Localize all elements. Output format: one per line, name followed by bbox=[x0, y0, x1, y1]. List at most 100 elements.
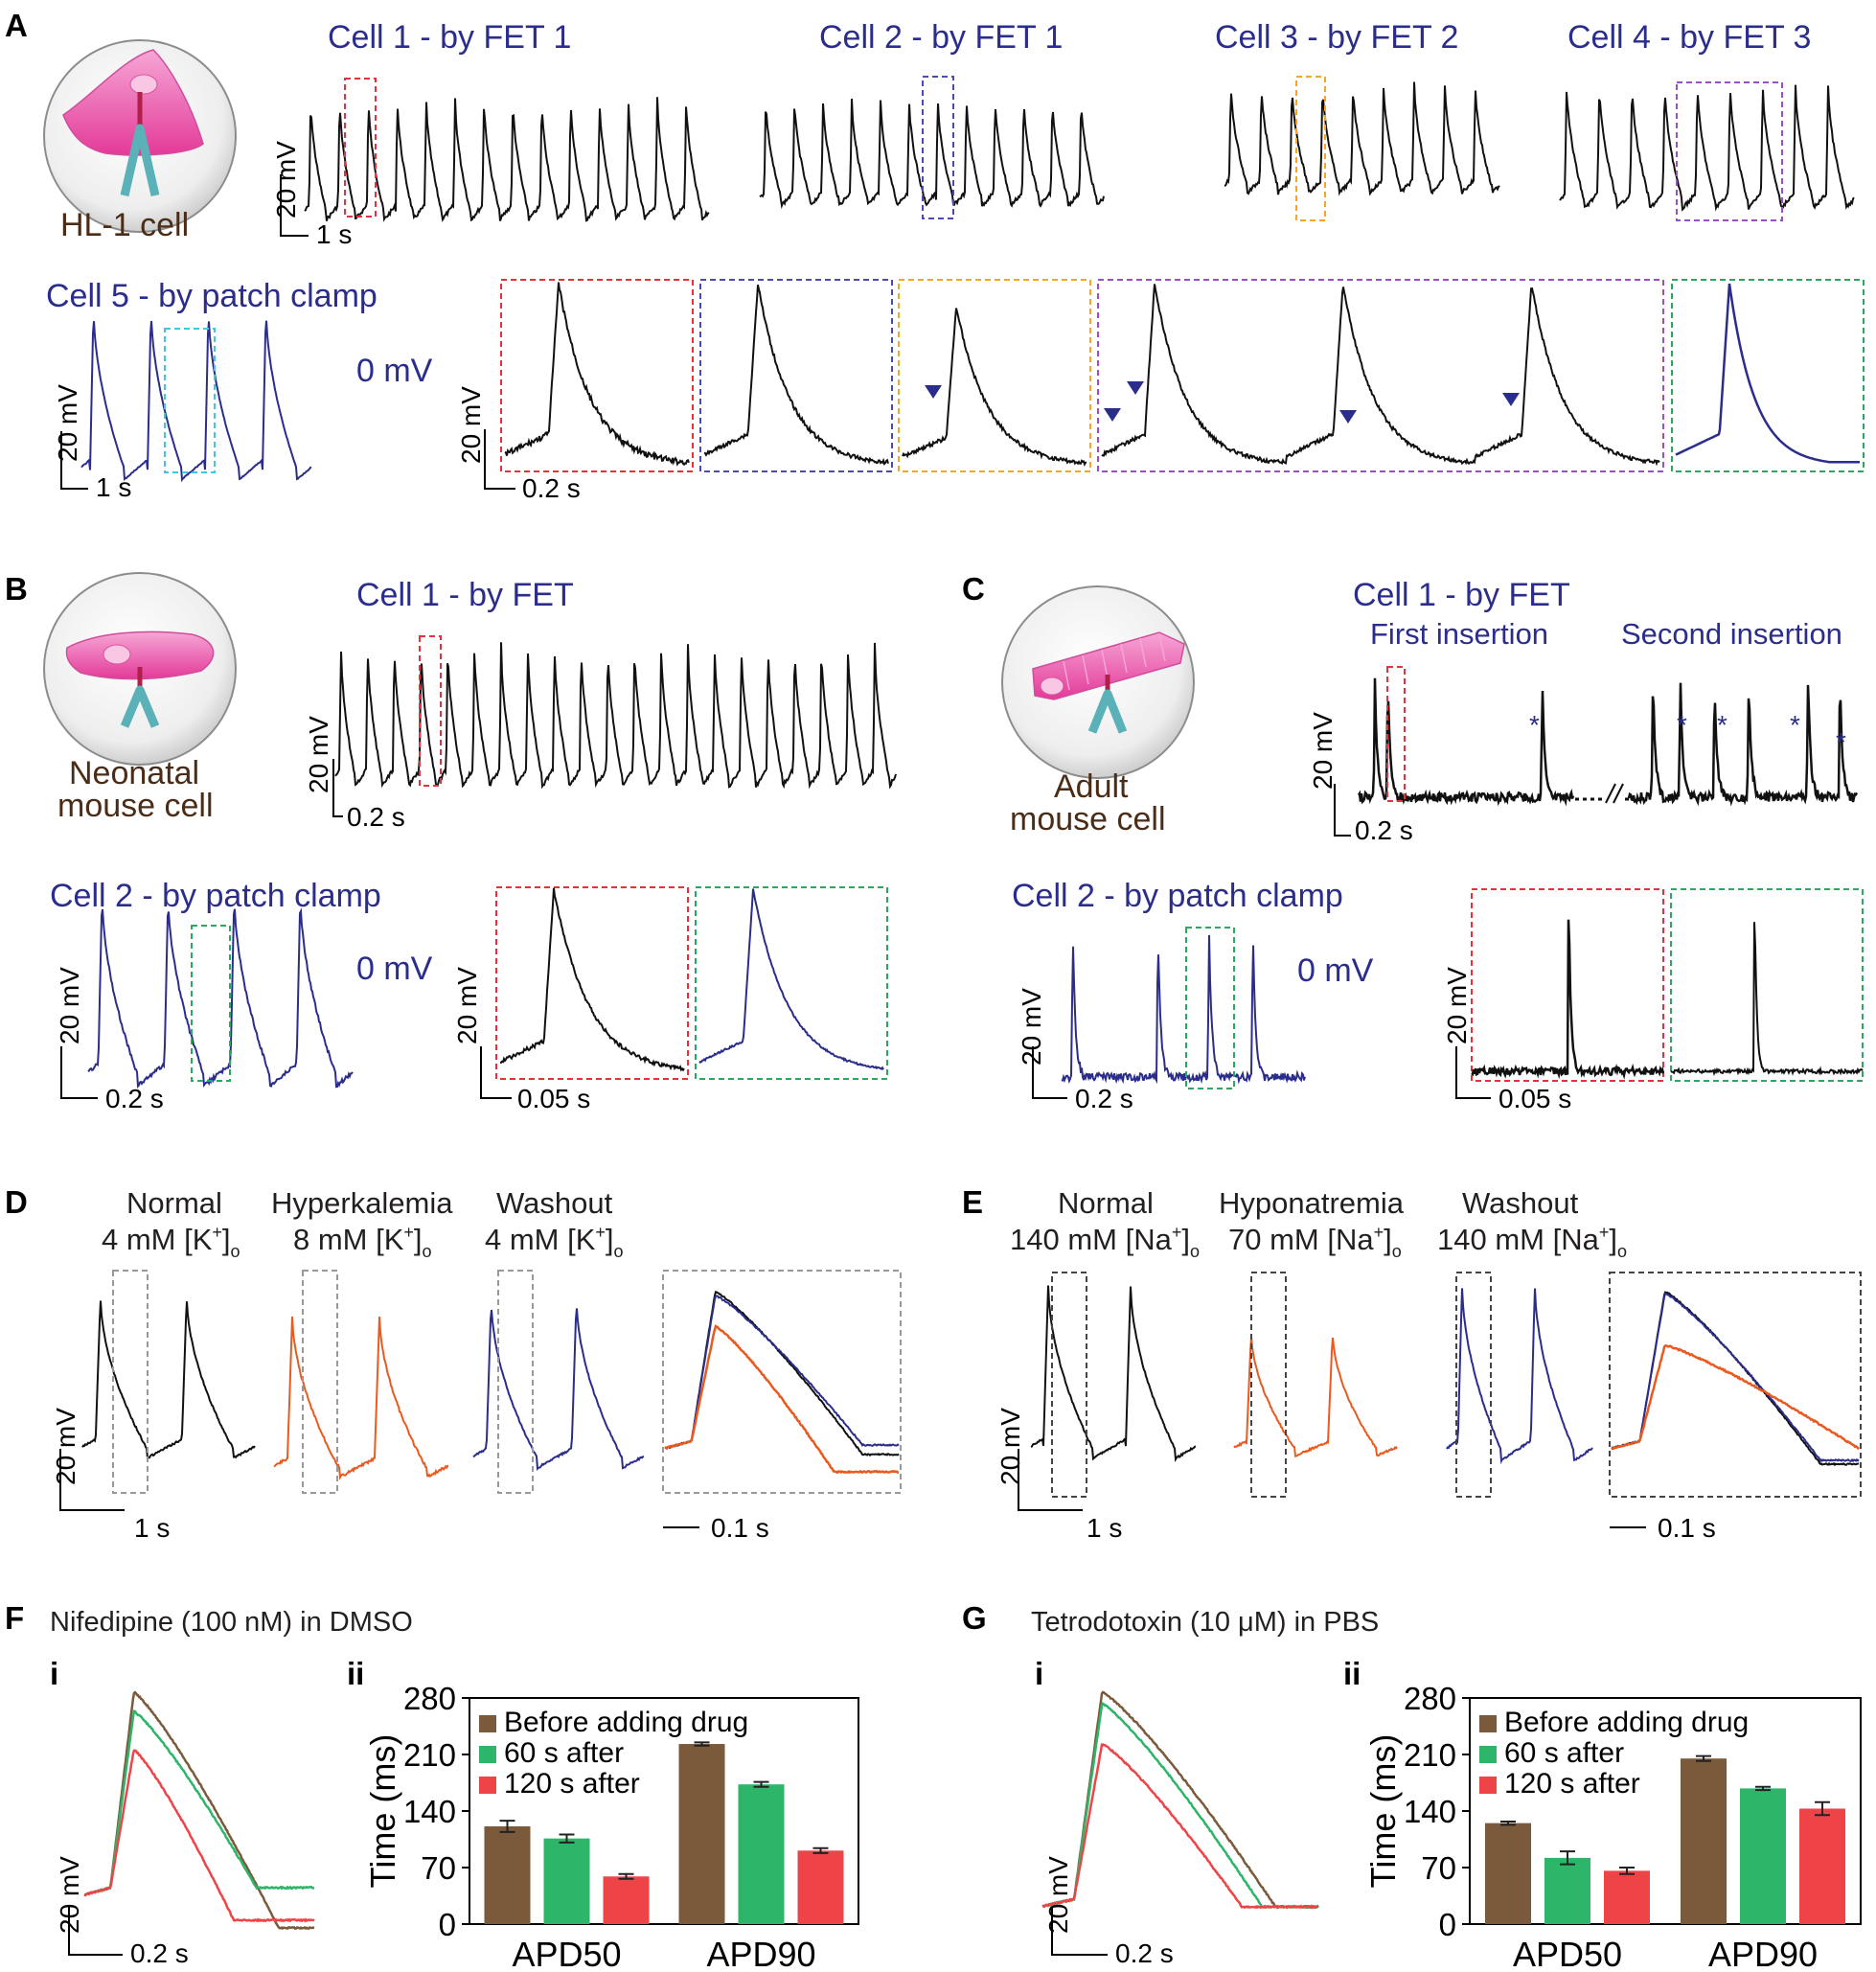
c-scale-bar bbox=[1334, 784, 1351, 837]
c-star-2: * bbox=[1677, 710, 1687, 740]
x-category-apd50: APD50 bbox=[1513, 1935, 1622, 1972]
d-condition-3: Washout 4 mM [K+]o bbox=[485, 1186, 624, 1261]
c-patch-zoom-box bbox=[1185, 927, 1235, 1089]
c-zoom-scale-bar bbox=[1455, 1046, 1491, 1099]
c-second-insertion: Second insertion bbox=[1621, 617, 1842, 651]
d-normal-trace bbox=[81, 1300, 256, 1461]
g-scale-v: 20 mV bbox=[1043, 1856, 1073, 1934]
legend-swatch-2 bbox=[479, 1777, 496, 1794]
g-scale-bar bbox=[1051, 1907, 1108, 1956]
error-bar-apd90-0 bbox=[694, 1741, 710, 1747]
bar-apd90-1 bbox=[738, 1784, 785, 1924]
b-scale-t: 0.2 s bbox=[347, 802, 405, 832]
c-second-trace bbox=[1627, 682, 1859, 807]
d-cond1-ion: + bbox=[212, 1223, 222, 1242]
b-zoom-green bbox=[695, 886, 888, 1080]
b-fet-title: Cell 1 - by FET bbox=[356, 577, 574, 613]
legend-swatch-1 bbox=[1479, 1746, 1497, 1763]
c-zero-label: 0 mV bbox=[1297, 952, 1374, 989]
svg-text:4 mM [K+]o: 4 mM [K+]o bbox=[485, 1223, 624, 1261]
error-bar-apd90-1 bbox=[1755, 1785, 1771, 1792]
d-cond3-sub: o bbox=[614, 1242, 624, 1261]
a-zoom-scale-bar bbox=[484, 429, 515, 490]
d-hyper-trace bbox=[273, 1316, 449, 1480]
c-patch-scale-bar bbox=[1032, 1046, 1067, 1099]
c-zoom-scale-v: 20 mV bbox=[1442, 967, 1472, 1044]
y-tick-label-3: 210 bbox=[1404, 1737, 1456, 1773]
bar-apd50-0 bbox=[1485, 1823, 1531, 1924]
a-scale-t: 1 s bbox=[316, 219, 352, 249]
a-arrowhead-2 bbox=[1104, 408, 1121, 422]
adult-cell-schematic bbox=[1001, 585, 1195, 779]
bar-apd90-2 bbox=[1799, 1808, 1845, 1924]
error-bar-apd50-1 bbox=[559, 1833, 575, 1844]
b-patch-title: Cell 2 - by patch clamp bbox=[50, 878, 381, 914]
neonatal-caption-line1: Neonatal bbox=[69, 755, 199, 791]
d-scale-t: 1 s bbox=[134, 1513, 170, 1543]
panel-label-f: F bbox=[5, 1600, 24, 1636]
a-zoom-red bbox=[500, 279, 694, 472]
a-zoom-red-trace bbox=[504, 282, 690, 467]
a-cell4-trace bbox=[1559, 84, 1855, 212]
bar-apd50-2 bbox=[603, 1876, 650, 1924]
f-sub-ii: ii bbox=[347, 1656, 364, 1691]
b-patch-scale-bar bbox=[60, 1046, 98, 1099]
panel-label-c: C bbox=[962, 571, 985, 607]
d-cond2-sub: o bbox=[423, 1242, 432, 1261]
e-washout-trace bbox=[1446, 1288, 1593, 1465]
error-bar-apd50-0 bbox=[499, 1820, 515, 1833]
svg-text:140 mM [Na+]o: 140 mM [Na+]o bbox=[1010, 1223, 1200, 1261]
e-cond2-conc: 70 mM [Na bbox=[1228, 1223, 1374, 1256]
e-cond2-ion: + bbox=[1374, 1223, 1384, 1242]
e-cond1-conc: 140 mM [Na bbox=[1010, 1223, 1173, 1256]
a-patch-scale-v: 20 mV bbox=[53, 384, 82, 462]
y-tick-label-4: 280 bbox=[403, 1681, 456, 1716]
a-cell3-trace bbox=[1224, 81, 1500, 196]
e-zoom-scale-t: 0.1 s bbox=[1658, 1513, 1716, 1543]
e-cond3-ion: + bbox=[1599, 1223, 1610, 1242]
e-cond3-conc: 140 mM [Na bbox=[1437, 1223, 1600, 1256]
d-cond1-sub: o bbox=[231, 1242, 240, 1261]
y-axis-label: Time (ms) bbox=[1363, 1734, 1403, 1889]
error-bar-apd50-2 bbox=[1619, 1867, 1635, 1875]
d-scale-bar bbox=[59, 1449, 125, 1511]
b-patch-scale-t: 0.2 s bbox=[105, 1084, 164, 1113]
neonatal-cell-schematic bbox=[43, 572, 237, 766]
e-cond1-ion: + bbox=[1172, 1223, 1182, 1242]
legend-label-2: 120 s after bbox=[1504, 1768, 1640, 1800]
error-bar-apd90-1 bbox=[753, 1780, 769, 1788]
d-zoom-box-hyper bbox=[302, 1270, 338, 1494]
a-patch-title: Cell 5 - by patch clamp bbox=[46, 278, 377, 314]
legend-label-1: 60 s after bbox=[504, 1737, 624, 1769]
adult-caption-line1: Adult bbox=[1054, 768, 1129, 805]
bar-apd50-0 bbox=[484, 1826, 531, 1924]
f-trace-120s bbox=[83, 1749, 315, 1923]
a-arrowheads bbox=[925, 381, 1520, 424]
error-bar-apd50-2 bbox=[618, 1872, 634, 1880]
e-cond2-sub: o bbox=[1392, 1242, 1402, 1261]
b-zoom-red bbox=[495, 886, 689, 1080]
c-star-3: * bbox=[1717, 710, 1727, 740]
f-title: Nifedipine (100 nM) in DMSO bbox=[50, 1607, 413, 1638]
legend-swatch-2 bbox=[1479, 1777, 1497, 1794]
bar-apd50-1 bbox=[543, 1838, 590, 1924]
y-tick-label-4: 280 bbox=[1404, 1681, 1456, 1716]
e-cond2-name: Hyponatremia bbox=[1219, 1186, 1405, 1220]
neonatal-caption-line2: mouse cell bbox=[57, 788, 214, 824]
panel-label-g: G bbox=[962, 1600, 987, 1636]
a-zoom-box-blue bbox=[922, 76, 954, 219]
y-tick-label-1: 70 bbox=[421, 1850, 456, 1886]
b-zoom-scale-t: 0.05 s bbox=[517, 1084, 590, 1113]
c-zoom-green bbox=[1670, 888, 1864, 1082]
a-zoom-scale-v: 20 mV bbox=[456, 386, 486, 464]
b-zoom-green-trace bbox=[698, 888, 884, 1070]
e-condition-3: Washout 140 mM [Na+]o bbox=[1437, 1186, 1627, 1261]
c-break-mark-1 bbox=[1605, 783, 1616, 804]
d-zoom-scale-t: 0.1 s bbox=[711, 1513, 769, 1543]
e-overlay-orange bbox=[1611, 1344, 1860, 1451]
f-scale-v: 20 mV bbox=[55, 1856, 84, 1934]
legend-swatch-1 bbox=[479, 1746, 496, 1763]
a-zoom-blue-trace bbox=[703, 285, 889, 466]
